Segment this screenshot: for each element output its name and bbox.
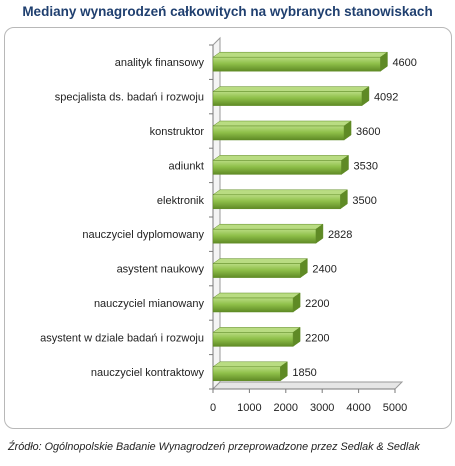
source-note: Źródło: Ogólnopolskie Badanie Wynagrodze… bbox=[8, 441, 420, 453]
x-tick-label: 3000 bbox=[310, 402, 334, 414]
bar bbox=[212, 332, 294, 347]
value-label: 2200 bbox=[305, 332, 329, 344]
bar-top bbox=[212, 223, 324, 230]
bar-top bbox=[212, 51, 389, 58]
category-label: specjalista ds. badań i rozwoju bbox=[55, 92, 204, 104]
category-label: analityk finansowy bbox=[115, 57, 205, 69]
category-label: nauczyciel dyplomowany bbox=[82, 229, 204, 241]
bar-top bbox=[212, 258, 309, 264]
x-tick-label: 1000 bbox=[237, 402, 261, 414]
category-label: elektronik bbox=[157, 195, 205, 207]
bar-top bbox=[212, 86, 370, 92]
bar bbox=[212, 160, 342, 175]
x-tick-label: 5000 bbox=[383, 402, 407, 414]
value-label: 2200 bbox=[305, 298, 329, 310]
value-label: 3530 bbox=[353, 160, 377, 172]
value-label: 1850 bbox=[292, 367, 316, 379]
bar bbox=[212, 125, 345, 141]
category-label: asystent w dziale badań i rozwoju bbox=[40, 332, 204, 344]
category-label: adiunkt bbox=[169, 160, 204, 172]
bar bbox=[212, 91, 363, 106]
axis-floor bbox=[211, 381, 404, 390]
bar bbox=[212, 297, 294, 313]
bar-top bbox=[212, 327, 301, 333]
bar-top bbox=[212, 292, 301, 299]
bar-top bbox=[212, 155, 350, 161]
category-label: konstruktor bbox=[150, 126, 205, 138]
bar-top bbox=[212, 189, 349, 196]
bar bbox=[212, 194, 341, 210]
value-label: 3600 bbox=[356, 126, 380, 138]
value-label: 4600 bbox=[392, 57, 416, 69]
x-tick-label: 2000 bbox=[274, 402, 298, 414]
value-label: 2828 bbox=[328, 229, 352, 241]
category-label: asystent naukowy bbox=[117, 264, 205, 276]
bar bbox=[212, 263, 301, 278]
category-label: nauczyciel kontraktowy bbox=[91, 367, 205, 379]
bar-top bbox=[212, 120, 352, 127]
x-tick-label: 4000 bbox=[346, 402, 370, 414]
category-label: nauczyciel mianowany bbox=[94, 298, 205, 310]
bar bbox=[212, 228, 317, 244]
chart-title: Mediany wynagrodzeń całkowitych na wybra… bbox=[22, 4, 433, 19]
bar-top bbox=[212, 361, 289, 368]
value-label: 2400 bbox=[312, 264, 336, 276]
x-tick-label: 0 bbox=[210, 402, 216, 414]
bar bbox=[212, 366, 281, 382]
value-label: 4092 bbox=[374, 92, 398, 104]
value-label: 3500 bbox=[352, 195, 376, 207]
bar bbox=[212, 56, 381, 72]
